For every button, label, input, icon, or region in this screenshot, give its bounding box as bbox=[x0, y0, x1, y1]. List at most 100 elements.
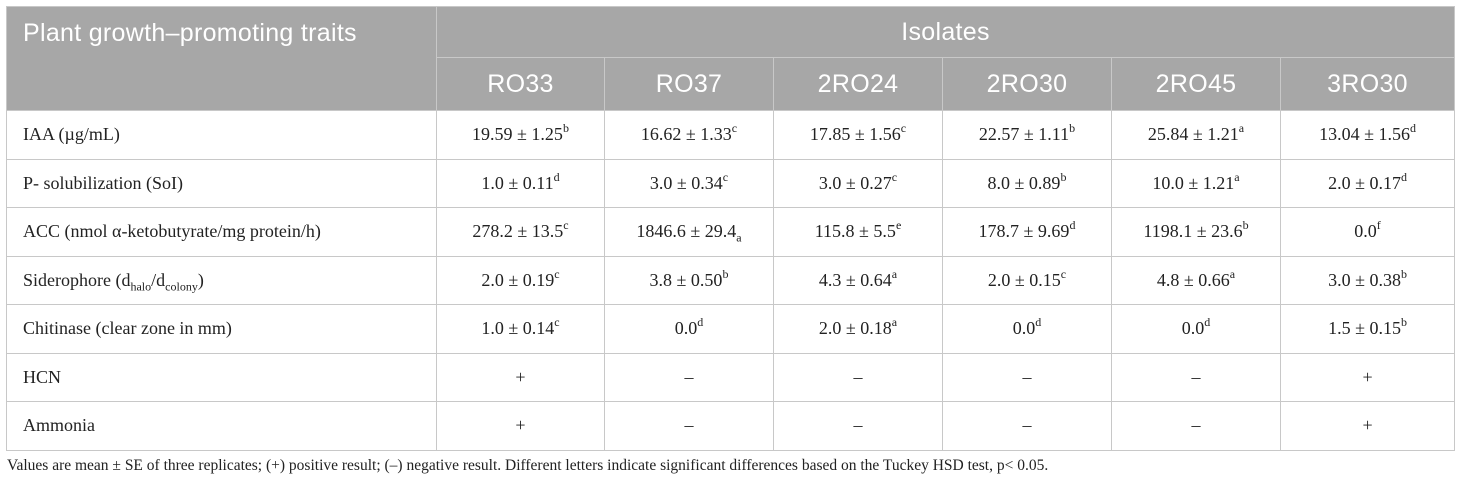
cell-value: – bbox=[1022, 366, 1032, 387]
value-cell: 3.0 ± 0.34c bbox=[604, 158, 774, 208]
trait-label-main: Siderophore (d bbox=[23, 269, 131, 290]
cell-value: 1.0 ± 0.14 bbox=[481, 318, 555, 339]
significance-letter: c bbox=[900, 121, 907, 136]
trait-label-end: ) bbox=[197, 269, 204, 290]
trait-label-main: P- solubilization (SoI) bbox=[23, 172, 183, 193]
traits-table: Plant growth–promoting traits Isolates R… bbox=[6, 6, 1456, 451]
significance-letter: b bbox=[1242, 218, 1249, 233]
significance-letter: a bbox=[891, 266, 898, 281]
trait-label-main: Chitinase (clear zone in mm) bbox=[23, 318, 232, 339]
cell-value: 2.0 ± 0.15 bbox=[987, 269, 1061, 290]
cell-value: – bbox=[853, 415, 863, 436]
significance-letter: d bbox=[1409, 121, 1416, 136]
value-cell: 1846.6 ± 29.4a bbox=[604, 207, 774, 257]
cell-value: 17.85 ± 1.56 bbox=[809, 124, 901, 145]
table-row: P- solubilization (SoI) 1.0 ± 0.11d 3.0 ± … bbox=[6, 158, 1456, 208]
cell-value: 25.84 ± 1.21 bbox=[1147, 124, 1239, 145]
cell-value: + bbox=[515, 366, 526, 387]
significance-letter: a bbox=[1229, 266, 1236, 281]
trait-label: P- solubilization (SoI) bbox=[6, 158, 437, 208]
significance-letter: c bbox=[722, 169, 729, 184]
cell-value: 2.0 ± 0.18 bbox=[818, 318, 892, 339]
table-row: IAA (µg/mL) 19.59 ± 1.25b 16.62 ± 1.33c 17.… bbox=[6, 110, 1456, 160]
cell-value: 3.8 ± 0.50 bbox=[649, 269, 723, 290]
cell-value: + bbox=[1362, 415, 1373, 436]
cell-value: – bbox=[1191, 415, 1201, 436]
isolate-header-2ro24: 2RO24 bbox=[773, 57, 943, 111]
significance-letter: d bbox=[553, 169, 560, 184]
cell-value: 178.7 ± 9.69 bbox=[978, 221, 1070, 242]
value-cell: – bbox=[604, 401, 774, 451]
trait-label-mid: /d bbox=[151, 269, 166, 290]
value-cell: 17.85 ± 1.56c bbox=[773, 110, 943, 160]
isolate-header-ro33: RO33 bbox=[436, 57, 605, 111]
cell-value: – bbox=[1191, 366, 1201, 387]
significance-letter: c bbox=[891, 169, 898, 184]
table-row: Siderophore (dhalo/dcolony) 2.0 ± 0.19 c 3.… bbox=[6, 255, 1456, 305]
table-body: IAA (µg/mL) 19.59 ± 1.25b 16.62 ± 1.33c 17.… bbox=[6, 110, 1456, 451]
value-cell: 3.8 ± 0.50b bbox=[604, 255, 774, 305]
trait-label: ACC (nmol α-ketobutyrate/mg protein/h) bbox=[6, 207, 437, 257]
significance-letter: a bbox=[1234, 169, 1240, 184]
isolate-column-headers: RO33 RO37 2RO24 2RO30 2RO45 3RO30 bbox=[7, 57, 1456, 111]
significance-letter: d bbox=[1400, 169, 1407, 184]
value-cell: – bbox=[1111, 352, 1281, 402]
significance-letter: d bbox=[1035, 315, 1042, 330]
significance-letter: d bbox=[1069, 218, 1076, 233]
value-cell: + bbox=[1279, 401, 1456, 451]
trait-label: Siderophore (dhalo/dcolony) bbox=[6, 255, 437, 305]
value-cell: 25.84 ± 1.21a bbox=[1111, 110, 1281, 160]
value-cell: 0.0d bbox=[942, 304, 1112, 354]
value-cell: 8.0 ± 0.89b bbox=[942, 158, 1112, 208]
table-row: Ammonia + – – – – + bbox=[6, 401, 1456, 451]
significance-letter: c bbox=[554, 315, 560, 330]
value-cell: 178.7 ± 9.69d bbox=[942, 207, 1112, 257]
significance-letter: b bbox=[562, 121, 569, 136]
cell-value: 4.3 ± 0.64 bbox=[818, 269, 892, 290]
table-row: HCN + – – – – + bbox=[6, 352, 1456, 402]
cell-value: 19.59 ± 1.25 bbox=[472, 124, 563, 145]
cell-value: 0.0 bbox=[674, 318, 698, 339]
cell-value: 3.0 ± 0.34 bbox=[649, 172, 723, 193]
value-cell: 2.0 ± 0.17d bbox=[1279, 158, 1456, 208]
table-row: Chitinase (clear zone in mm) 1.0 ± 0.14c 0… bbox=[6, 304, 1456, 354]
table-footnote: Values are mean ± SE of three replicates… bbox=[7, 457, 1049, 474]
value-cell: 16.62 ± 1.33c bbox=[604, 110, 774, 160]
significance-letter: c bbox=[731, 121, 738, 136]
significance-letter: d bbox=[1204, 315, 1211, 330]
cell-value: 16.62 ± 1.33 bbox=[640, 124, 732, 145]
significance-letter: a bbox=[891, 315, 898, 330]
significance-letter: a bbox=[736, 230, 742, 245]
cell-value: 2.0 ± 0.17 bbox=[1328, 172, 1401, 193]
significance-letter: b bbox=[1069, 121, 1076, 136]
value-cell: 1.5 ± 0.15b bbox=[1279, 304, 1456, 354]
significance-letter: b bbox=[1400, 266, 1407, 281]
value-cell: 22.57 ± 1.11b bbox=[942, 110, 1112, 160]
value-cell: + bbox=[436, 352, 605, 402]
trait-label-main: HCN bbox=[23, 366, 62, 387]
value-cell: – bbox=[773, 352, 943, 402]
trait-label-main: Ammonia bbox=[23, 415, 95, 436]
trait-label-sub2: colony bbox=[165, 279, 198, 294]
value-cell: 115.8 ± 5.5e bbox=[773, 207, 943, 257]
value-cell: – bbox=[604, 352, 774, 402]
cell-value: 1198.1 ± 23.6 bbox=[1143, 221, 1243, 242]
cell-value: 8.0 ± 0.89 bbox=[987, 172, 1061, 193]
value-cell: – bbox=[773, 401, 943, 451]
value-cell: 10.0 ± 1.21a bbox=[1111, 158, 1281, 208]
value-cell: 1.0 ± 0.11d bbox=[436, 158, 605, 208]
significance-letter: b bbox=[1060, 169, 1067, 184]
trait-label-main: IAA (µg/mL) bbox=[23, 124, 120, 145]
cell-value: 4.8 ± 0.66 bbox=[1156, 269, 1230, 290]
value-cell: 3.0 ± 0.27c bbox=[773, 158, 943, 208]
cell-value: 115.8 ± 5.5 bbox=[814, 221, 896, 242]
cell-value: – bbox=[1022, 415, 1032, 436]
significance-letter: c bbox=[1060, 266, 1067, 281]
value-cell: + bbox=[1279, 352, 1456, 402]
cell-value: 2.0 ± 0.19 bbox=[481, 269, 555, 290]
isolate-header-2ro45: 2RO45 bbox=[1111, 57, 1281, 111]
cell-value: 0.0 bbox=[1181, 318, 1205, 339]
value-cell: – bbox=[1111, 401, 1281, 451]
cell-value: + bbox=[515, 415, 526, 436]
table-row: ACC (nmol α-ketobutyrate/mg protein/h) 27… bbox=[6, 207, 1456, 257]
